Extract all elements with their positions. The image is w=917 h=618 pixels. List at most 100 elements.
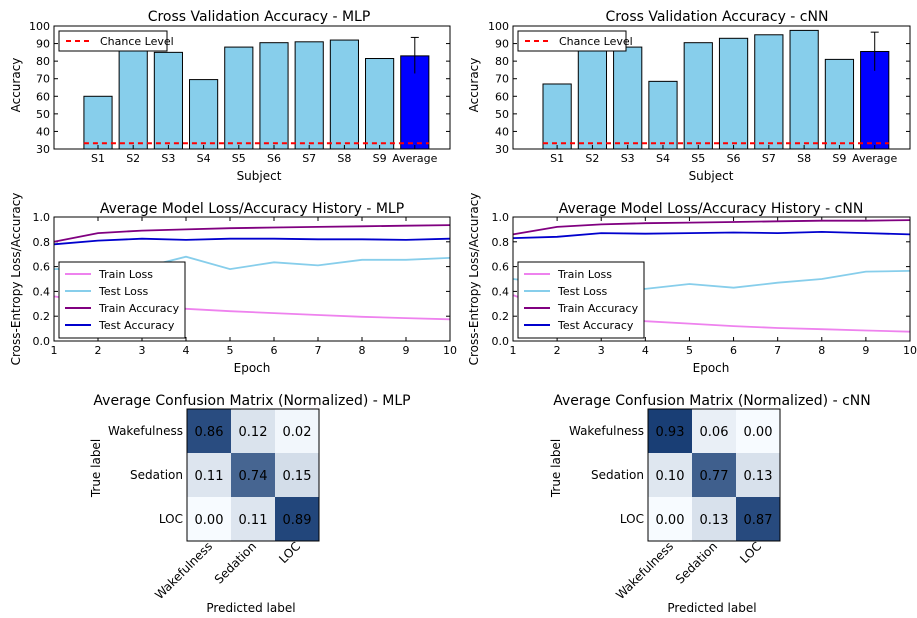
- y-tick-label: 50: [36, 108, 50, 121]
- cell-value: 0.74: [239, 469, 268, 484]
- x-tick-label: Average: [852, 152, 897, 165]
- matrix-cell: [231, 409, 275, 453]
- matrix-cell: [736, 453, 780, 497]
- bar-chart-mlp: Cross Validation Accuracy - MLP Accuracy…: [9, 9, 451, 183]
- x-tick-label: 5: [686, 344, 693, 357]
- matrix-cell: [187, 497, 231, 541]
- x-tick-label: 3: [139, 344, 146, 357]
- bar-s1: [83, 95, 113, 150]
- row-label: LOC: [620, 512, 644, 526]
- y-tick-label: 70: [36, 73, 50, 86]
- x-tick-label: S6: [727, 152, 741, 165]
- x-tick-label: S5: [691, 152, 705, 165]
- y-axis-label: Cross-Entropy Loss/Accuracy: [9, 193, 23, 366]
- matrix-cell: [736, 409, 780, 453]
- matrix-cell: [231, 497, 275, 541]
- confusion-matrix-cnn: Average Confusion Matrix (Normalized) - …: [549, 393, 871, 615]
- col-label: LOC: [737, 539, 764, 566]
- row-label: LOC: [159, 512, 183, 526]
- matrix-cell: [648, 453, 692, 497]
- row-label: Wakefulness: [108, 424, 183, 438]
- matrix-cell: [231, 453, 275, 497]
- x-tick-label: S2: [126, 152, 140, 165]
- legend-label: Chance Level: [559, 35, 633, 48]
- x-tick-label: S9: [832, 152, 846, 165]
- cell-value: 0.93: [656, 425, 685, 440]
- plot-frame: [53, 25, 451, 150]
- y-tick-label: 90: [495, 38, 509, 51]
- y-tick-label: 0.8: [492, 236, 510, 249]
- bar-s5: [683, 42, 713, 150]
- bar-s1: [542, 83, 572, 150]
- y-tick-label: 80: [36, 55, 50, 68]
- x-axis-label: Subject: [237, 169, 282, 183]
- y-tick-label: 0.0: [492, 335, 510, 348]
- matrix-cell: [275, 497, 319, 541]
- col-label: Sedation: [212, 539, 259, 586]
- chart-title: Average Confusion Matrix (Normalized) - …: [93, 393, 410, 409]
- x-tick-label: S1: [91, 152, 105, 165]
- y-axis-label: True label: [549, 439, 563, 498]
- cell-value: 0.86: [195, 425, 224, 440]
- legend-label: Train Loss: [98, 268, 153, 281]
- matrix-cell: [187, 409, 231, 453]
- bar-s8: [329, 39, 359, 150]
- x-tick-label: 8: [818, 344, 825, 357]
- x-tick-label: 6: [271, 344, 278, 357]
- y-tick-label: 40: [36, 125, 50, 138]
- bar-s7: [754, 34, 784, 150]
- x-tick-label: 1: [51, 344, 58, 357]
- x-tick-label: S4: [656, 152, 670, 165]
- legend-box: [58, 30, 168, 52]
- bar-s6: [259, 42, 289, 150]
- cell-value: 0.15: [283, 469, 312, 484]
- x-tick-label: 9: [862, 344, 869, 357]
- x-tick-label: S7: [302, 152, 316, 165]
- x-tick-label: 5: [227, 344, 234, 357]
- cell-value: 0.13: [700, 513, 729, 528]
- x-tick-label: S1: [550, 152, 564, 165]
- y-tick-label: 40: [495, 125, 509, 138]
- col-label: LOC: [276, 539, 303, 566]
- col-label: Sedation: [673, 539, 720, 586]
- chart-title: Average Confusion Matrix (Normalized) - …: [553, 393, 870, 409]
- matrix-cell: [648, 497, 692, 541]
- x-axis-label: Subject: [689, 169, 734, 183]
- cell-value: 0.00: [656, 513, 685, 528]
- x-tick-label: S2: [585, 152, 599, 165]
- series-line-train-accuracy: [512, 219, 911, 236]
- matrix-frame: [186, 408, 320, 542]
- y-tick-label: 0.4: [492, 285, 510, 298]
- row-label: Sedation: [130, 468, 183, 482]
- y-tick-label: 1.0: [33, 211, 51, 224]
- y-tick-label: 0.8: [33, 236, 51, 249]
- x-tick-label: S3: [161, 152, 175, 165]
- x-axis-label: Epoch: [234, 361, 271, 375]
- y-axis-label: Accuracy: [467, 58, 481, 113]
- x-tick-label: S4: [197, 152, 211, 165]
- col-label: Wakefulness: [152, 539, 215, 602]
- x-tick-label: 3: [598, 344, 605, 357]
- y-tick-label: 1.0: [492, 211, 510, 224]
- cell-value: 0.11: [195, 469, 224, 484]
- x-tick-label: S8: [337, 152, 351, 165]
- bar-s9: [365, 58, 395, 150]
- legend-label: Test Loss: [98, 285, 149, 298]
- bar-s2: [118, 50, 148, 150]
- bar-s2: [577, 50, 608, 150]
- y-axis-label: True label: [89, 439, 103, 498]
- y-tick-label: 100: [29, 20, 50, 33]
- cell-value: 0.12: [239, 425, 268, 440]
- x-tick-label: 9: [403, 344, 410, 357]
- legend-label: Test Loss: [557, 285, 608, 298]
- bar-s8: [789, 29, 819, 150]
- y-tick-label: 0.6: [33, 261, 51, 274]
- matrix-cell: [275, 409, 319, 453]
- cell-value: 0.00: [195, 513, 224, 528]
- y-tick-label: 60: [36, 90, 50, 103]
- legend-label: Train Accuracy: [98, 302, 180, 315]
- x-tick-label: 6: [730, 344, 737, 357]
- cell-value: 0.00: [744, 425, 773, 440]
- matrix-cell: [187, 453, 231, 497]
- bar-s3: [153, 51, 183, 150]
